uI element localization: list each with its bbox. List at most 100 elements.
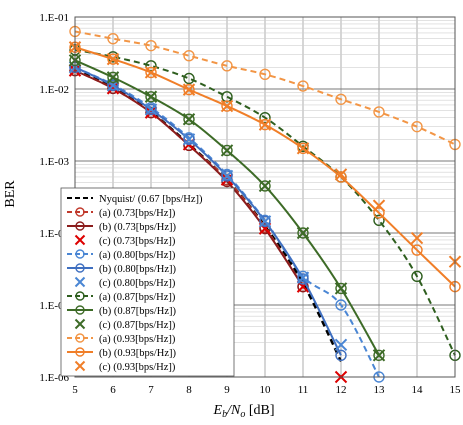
legend-label: (b) (0.73[bps/Hz]) [99,222,176,233]
data-point [107,32,119,45]
legend-marker-swatch [75,263,85,273]
legend-label: (b) (0.80[bps/Hz]) [99,264,176,275]
data-point [335,282,347,295]
legend-entry: (b) (0.87[bps/Hz]) [67,305,176,317]
legend-label: (a) (0.73[bps/Hz]) [99,208,176,219]
legend-entry: Nyquist/ (0.67 [bps/Hz]) [67,194,203,205]
legend-entry: (c) (0.73[bps/Hz]) [74,234,176,247]
data-point [411,270,423,283]
data-point [259,68,271,81]
x-tick-label: 7 [148,384,154,396]
y-tick-label: 1.E-02 [39,84,69,96]
legend-entry: (c) (0.80[bps/Hz]) [74,276,176,289]
legend: Nyquist/ (0.67 [bps/Hz]) (a) (0.73[bps/Hz… [60,187,235,377]
data-point [335,93,347,105]
data-point [334,338,348,352]
data-point [296,142,310,155]
x-axis-label-sub1: b [222,409,227,420]
data-point [145,39,157,52]
series-line [74,48,456,356]
data-point [373,106,385,118]
x-axis-label-sub2: o [240,409,245,420]
data-point [182,83,196,96]
legend-label: (a) (0.80[bps/Hz]) [99,250,176,261]
data-point [411,120,423,133]
y-tick-label: 1.E-01 [39,12,69,24]
data-point [296,226,310,240]
data-point [334,282,348,295]
data-point [107,79,119,92]
data-point [221,100,233,112]
data-point [259,215,271,228]
x-tick-label: 15 [450,384,462,396]
x-tick-label: 12 [336,384,347,396]
legend-marker-swatch [75,291,85,301]
x-tick-label: 10 [260,384,272,396]
data-point [144,90,158,103]
data-point [106,52,120,66]
data-point [258,179,272,193]
data-point [145,66,157,79]
legend-marker-swatch [75,221,85,231]
data-point [183,50,195,62]
data-point [297,80,309,92]
data-point [221,60,233,72]
data-point [297,227,309,239]
x-axis-label: Eb/No [dB] [213,403,275,420]
data-point [259,111,271,124]
data-point [258,118,272,131]
data-point [183,72,195,85]
legend-label: (c) (0.93[bps/Hz]) [99,362,176,373]
x-axis-label-main: E [213,403,223,418]
data-point [144,103,158,116]
data-point [372,199,386,212]
legend-entry: (b) (0.80[bps/Hz]) [67,263,176,275]
legend-entry: (c) (0.87[bps/Hz]) [74,318,176,331]
x-tick-label: 6 [110,384,116,396]
y-tick-label: 1.E-03 [39,156,69,168]
legend-label: (a) (0.93[bps/Hz]) [99,334,176,345]
legend-label: (b) (0.87[bps/Hz]) [99,306,176,317]
x-axis-label-unit: [dB] [245,403,274,418]
legend-entry: (a) (0.93[bps/Hz]) [67,333,176,345]
data-point [297,273,309,285]
data-point [107,71,119,84]
legend-entry: (a) (0.80[bps/Hz]) [67,249,176,261]
legend-marker-swatch [74,276,86,288]
series-line [74,30,456,146]
legend-label: (c) (0.73[bps/Hz]) [99,236,176,247]
data-point [183,133,195,146]
data-point [373,214,385,227]
data-point [411,244,423,256]
data-point [182,133,196,146]
data-point [106,71,120,84]
legend-label: (a) (0.87[bps/Hz]) [99,292,176,303]
data-point [220,99,234,113]
x-tick-label: 8 [186,384,192,396]
data-point [183,83,195,96]
data-point [334,168,348,181]
data-point [183,113,195,125]
legend-marker-swatch [74,318,86,330]
legend-marker-swatch [75,333,85,343]
data-point [221,91,233,103]
data-point [144,66,158,79]
data-point [410,231,424,245]
x-tick-label: 13 [374,384,386,396]
x-axis-label-slash: /N [226,403,241,418]
data-point [182,113,196,126]
legend-label: (c) (0.87[bps/Hz]) [99,320,176,331]
data-point [145,91,157,103]
data-point [335,299,347,311]
y-axis-label: BER [3,180,18,208]
data-point [259,118,271,131]
legend-label: Nyquist/ (0.67 [bps/Hz]) [99,194,203,205]
legend-label: (b) (0.93[bps/Hz]) [99,348,176,359]
data-point [335,349,347,362]
data-point [296,271,310,284]
data-point [373,207,385,219]
legend-entry: (b) (0.93[bps/Hz]) [67,347,176,359]
legend-marker-swatch [75,305,85,315]
data-point [107,53,119,65]
data-point [220,144,234,157]
